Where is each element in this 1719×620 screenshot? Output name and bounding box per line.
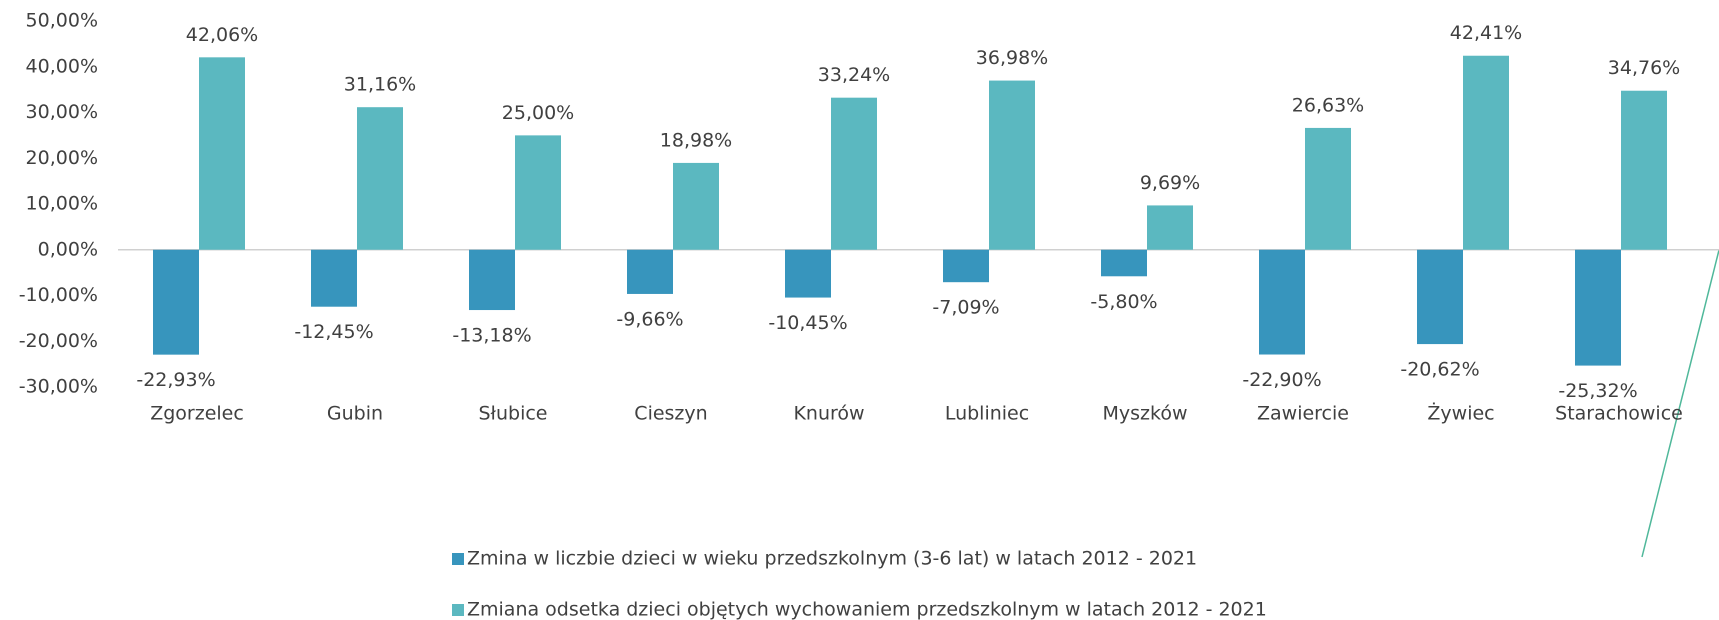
y-tick-label: 0,00%	[38, 238, 98, 260]
data-label: 42,06%	[186, 24, 258, 46]
x-tick-label: Gubin	[327, 403, 383, 425]
bar	[1259, 249, 1305, 355]
bar	[1463, 55, 1509, 250]
bar	[1621, 90, 1667, 250]
legend-swatch	[452, 553, 464, 565]
bar	[673, 162, 719, 250]
y-tick-label: -10,00%	[19, 284, 98, 306]
y-tick-label: -30,00%	[19, 376, 98, 398]
data-label: -10,45%	[768, 312, 847, 334]
bar	[515, 135, 561, 250]
y-tick-label: 10,00%	[26, 193, 98, 215]
bar	[831, 97, 877, 250]
bar	[1417, 249, 1463, 345]
data-label: -9,66%	[616, 308, 683, 330]
bar	[989, 80, 1035, 250]
bar	[785, 249, 831, 298]
legend-swatch	[452, 604, 464, 616]
y-tick-label: 40,00%	[26, 55, 98, 77]
data-label: -12,45%	[294, 321, 373, 343]
decorative-line	[1641, 249, 1719, 558]
y-tick-label: 50,00%	[26, 10, 98, 32]
legend-label: Zmiana odsetka dzieci objętych wychowani…	[467, 599, 1267, 620]
bar	[311, 249, 357, 307]
data-label: -20,62%	[1400, 359, 1479, 381]
legend-label: Zmina w liczbie dzieci w wieku przedszko…	[467, 548, 1197, 570]
bar	[627, 249, 673, 294]
bar	[943, 249, 989, 283]
x-tick-label: Myszków	[1103, 403, 1188, 425]
y-tick-label: 30,00%	[26, 101, 98, 123]
x-tick-label: Żywiec	[1427, 402, 1494, 425]
x-tick-label: Słubice	[479, 403, 548, 425]
data-label: 31,16%	[344, 74, 416, 96]
data-label: 18,98%	[660, 129, 732, 151]
data-label: 34,76%	[1608, 57, 1680, 79]
data-label: -22,93%	[136, 369, 215, 391]
data-label: 26,63%	[1292, 94, 1364, 116]
bar	[469, 249, 515, 311]
x-tick-label: Lubliniec	[945, 403, 1029, 425]
bar	[1101, 249, 1147, 277]
bar	[357, 107, 403, 250]
data-label: -25,32%	[1558, 380, 1637, 402]
data-label: -5,80%	[1090, 291, 1157, 313]
data-label: 36,98%	[976, 47, 1048, 69]
data-label: 25,00%	[502, 102, 574, 124]
data-label: -22,90%	[1242, 369, 1321, 391]
x-tick-label: Zgorzelec	[150, 403, 244, 425]
bar	[1305, 127, 1351, 250]
data-label: -13,18%	[452, 325, 531, 347]
bar	[1147, 205, 1193, 250]
bar	[153, 249, 199, 355]
x-tick-label: Knurów	[793, 403, 864, 425]
bar	[1575, 249, 1621, 366]
y-tick-label: -20,00%	[19, 330, 98, 352]
data-label: -7,09%	[932, 297, 999, 319]
bar	[199, 57, 245, 250]
data-label: 42,41%	[1450, 22, 1522, 44]
data-label: 9,69%	[1140, 172, 1200, 194]
x-tick-label: Cieszyn	[634, 403, 707, 425]
data-label: 33,24%	[818, 64, 890, 86]
x-tick-label: Starachowice	[1555, 403, 1683, 425]
x-tick-label: Zawiercie	[1257, 403, 1349, 425]
y-tick-label: 20,00%	[26, 147, 98, 169]
